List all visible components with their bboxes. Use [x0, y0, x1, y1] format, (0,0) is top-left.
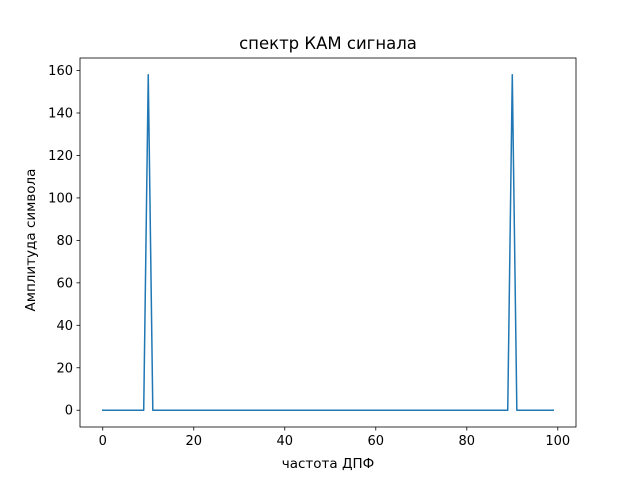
- series-line-0: [102, 74, 554, 411]
- axes-frame: [79, 57, 577, 428]
- x-axis-label: частота ДПФ: [282, 456, 375, 472]
- chart-title: спектр КАМ сигнала: [239, 34, 417, 53]
- y-tick-label: 60: [56, 276, 73, 291]
- y-tick-label: 40: [56, 319, 73, 334]
- y-tick-label: 100: [48, 191, 73, 206]
- x-tick-label: 0: [99, 434, 107, 449]
- y-tick-label: 140: [48, 106, 73, 121]
- y-tick-label: 160: [48, 64, 73, 79]
- x-tick-label: 80: [459, 434, 476, 449]
- x-tick-label: 20: [185, 434, 202, 449]
- y-tick-label: 120: [48, 149, 73, 164]
- x-tick-label: 40: [276, 434, 293, 449]
- y-axis-label: Амплитуда символа: [23, 169, 39, 312]
- x-tick-label: 100: [545, 434, 570, 449]
- y-tick-label: 20: [56, 361, 73, 376]
- y-tick-label: 0: [65, 404, 73, 419]
- x-tick-label: 60: [368, 434, 385, 449]
- y-tick-label: 80: [56, 234, 73, 249]
- plot-area: 0 20 40 60 80 100 0 20 40 60 80 100 120 140 160: [48, 57, 577, 449]
